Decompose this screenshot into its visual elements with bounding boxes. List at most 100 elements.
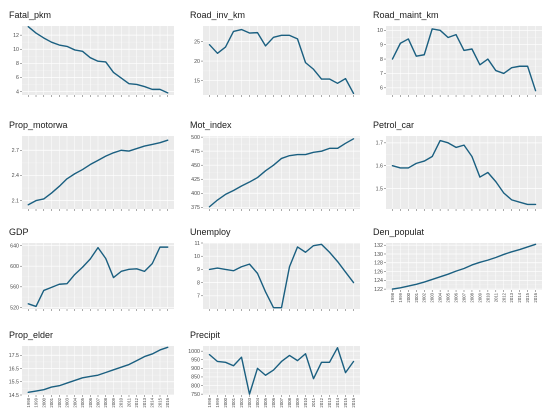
panel-road-maint-km: Road_maint_km 6 7 8 9 10	[373, 10, 542, 97]
x-tick-label: 2009	[477, 292, 482, 302]
y-tick-label: 520	[10, 305, 19, 311]
x-tick-label: 2010	[303, 397, 308, 407]
x-tick-label: 2003	[65, 397, 70, 407]
y-tick-label: 2.4	[12, 173, 19, 179]
y-tick-label: 16.5	[9, 366, 19, 372]
x-tick-label: 2000	[41, 397, 46, 407]
panel-road-inv-km: Road_inv_km 15 20 25	[190, 10, 360, 97]
x-tick-label: 2008	[103, 397, 108, 407]
x-tick-label: 2000	[223, 397, 228, 407]
y-tick-label: 6	[16, 75, 19, 81]
panel-title: GDP	[9, 227, 29, 237]
y-tick-label: 15	[194, 78, 200, 84]
y-tick-label: 130	[374, 252, 383, 258]
panel-title: Prop_elder	[9, 330, 53, 340]
x-tick-label: 2011	[311, 397, 316, 407]
y-tick-label: 475	[191, 149, 200, 155]
y-tick-label: 128	[374, 261, 383, 267]
x-tick-label: 2006	[271, 397, 276, 407]
y-tick-label: 9	[380, 42, 383, 48]
x-tick-label: 2008	[287, 397, 292, 407]
panel-title: Mot_index	[190, 120, 232, 130]
panel-fatal-pkm: Fatal_pkm 4 6 8 10 12	[9, 10, 174, 97]
panel-petrol-car: Petrol_car 1.5 1.6 1.7	[373, 120, 542, 211]
y-tick-label: 10	[194, 254, 200, 260]
x-tick-label: 2014	[150, 397, 155, 407]
y-tick-label: 2.7	[12, 148, 19, 154]
y-tick-label: 375	[191, 205, 200, 211]
x-tick-label: 2016	[351, 397, 356, 407]
y-tick-label: 8	[16, 61, 19, 67]
x-tick-label: 2001	[414, 292, 419, 302]
panel-title: Road_inv_km	[190, 10, 245, 20]
x-tick-label: 2015	[525, 292, 530, 302]
y-tick-label: 14.5	[9, 393, 19, 399]
x-tick-label: 1999	[398, 292, 403, 302]
y-tick-label: 500	[191, 135, 200, 141]
y-tick-label: 15.5	[9, 380, 19, 386]
x-tick-label: 2001	[231, 397, 236, 407]
panel-title: Prop_motorwa	[9, 120, 68, 130]
y-tick-label: 640	[10, 243, 19, 249]
x-tick-label: 2004	[438, 292, 443, 302]
y-tick-label: 1000	[188, 349, 200, 355]
y-tick-label: 800	[191, 383, 200, 389]
x-tick-label: 2005	[80, 397, 85, 407]
y-tick-label: 11	[195, 241, 201, 247]
x-tick-label: 2004	[72, 397, 77, 407]
x-tick-label: 2015	[343, 397, 348, 407]
y-tick-label: 450	[191, 163, 200, 169]
y-tick-label: 4	[16, 89, 19, 95]
y-tick-label: 10	[13, 47, 19, 53]
y-tick-label: 8	[197, 280, 200, 286]
x-tick-label: 2014	[335, 397, 340, 407]
panel-gdp: GDP 520 560 600 640	[9, 227, 174, 311]
x-tick-label: 2011	[493, 292, 498, 302]
y-tick-label: 425	[191, 177, 200, 183]
x-tick-label: 2000	[406, 292, 411, 302]
x-tick-label: 1998	[390, 292, 395, 302]
x-tick-label: 2002	[57, 397, 62, 407]
x-tick-label: 2012	[134, 397, 139, 407]
x-tick-label: 2002	[422, 292, 427, 302]
y-tick-label: 400	[191, 191, 200, 197]
x-tick-label: 2012	[319, 397, 324, 407]
x-tick-label: 2007	[279, 397, 284, 407]
panel-title: Den_populat	[373, 227, 425, 237]
x-tick-label: 2004	[255, 397, 260, 407]
x-tick-label: 2013	[142, 397, 147, 407]
x-tick-label: 1998	[26, 397, 31, 407]
x-tick-label: 2015	[157, 397, 162, 407]
x-tick-label: 2006	[88, 397, 93, 407]
y-tick-label: 950	[191, 358, 200, 364]
y-tick-label: 750	[191, 392, 200, 398]
x-tick-label: 2011	[126, 397, 131, 407]
panel-title: Unemploy	[190, 227, 231, 237]
y-tick-label: 2.1	[12, 198, 19, 204]
y-tick-label: 126	[374, 269, 383, 275]
y-tick-label: 600	[10, 264, 19, 270]
y-tick-label: 7	[380, 71, 383, 77]
y-tick-label: 7	[197, 294, 200, 300]
y-tick-label: 850	[191, 375, 200, 381]
y-tick-label: 10	[377, 28, 383, 34]
y-tick-label: 560	[10, 285, 19, 291]
x-tick-label: 2016	[165, 397, 170, 407]
x-tick-label: 2006	[454, 292, 459, 302]
y-tick-label: 12	[13, 33, 19, 39]
x-tick-label: 2009	[295, 397, 300, 407]
panel-title: Precipit	[190, 330, 221, 340]
x-tick-label: 2008	[469, 292, 474, 302]
panel-prop-motorwa: Prop_motorwa 2.1 2.4 2.7	[9, 120, 174, 211]
y-tick-label: 25	[194, 39, 200, 45]
y-tick-label: 6	[380, 86, 383, 92]
x-tick-label: 2012	[501, 292, 506, 302]
y-tick-label: 8	[380, 57, 383, 63]
x-tick-label: 1998	[207, 397, 212, 407]
x-tick-label: 2013	[509, 292, 514, 302]
y-tick-label: 132	[374, 243, 383, 249]
